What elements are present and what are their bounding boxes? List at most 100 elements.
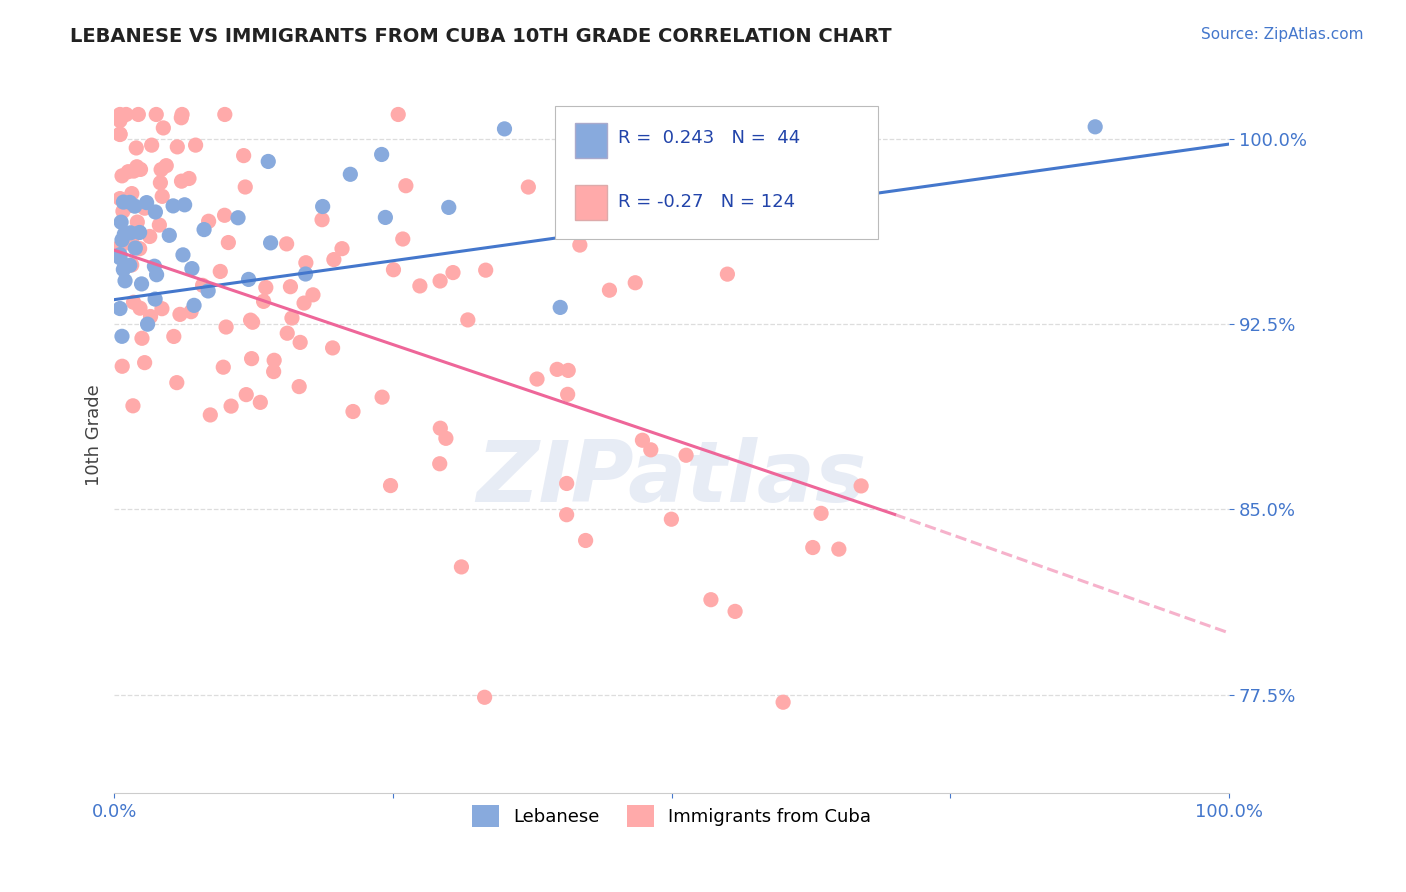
Point [548,301,571,315]
Point [150,189,173,203]
Point [212,360,235,375]
Point [1084,120,1107,134]
Point [546,362,568,376]
Point [217,235,239,250]
Point [387,107,409,121]
Point [127,215,149,229]
Point [624,276,647,290]
Point [395,178,418,193]
Point [108,192,131,206]
Point [108,301,131,316]
Point [232,148,254,162]
Point [772,695,794,709]
Point [391,232,413,246]
Point [170,111,193,125]
Point [724,604,747,618]
Legend: Lebanese, Immigrants from Cuba: Lebanese, Immigrants from Cuba [465,798,879,834]
Point [575,533,598,548]
Point [339,167,361,181]
Point [474,690,496,705]
Point [568,238,591,252]
Point [249,395,271,409]
Point [108,247,131,261]
Point [434,431,457,445]
Point [163,329,186,343]
Point [281,311,304,326]
Point [242,315,264,329]
Point [197,284,219,298]
Point [215,320,238,334]
Point [124,241,146,255]
Point [111,329,134,343]
Point [322,252,344,267]
Point [526,372,548,386]
Point [311,200,333,214]
Point [200,408,222,422]
Point [118,258,141,272]
Point [197,214,219,228]
Point [209,264,232,278]
Point [184,138,207,153]
Point [371,390,394,404]
Point [557,363,579,377]
Point [429,457,451,471]
Point [131,277,153,291]
Point [170,107,193,121]
Point [122,295,145,310]
Point [141,138,163,153]
Point [180,304,202,318]
Point [121,258,143,272]
Point [157,228,180,243]
Point [631,434,654,448]
Point [276,326,298,341]
Point [170,174,193,188]
Point [219,399,242,413]
Point [849,479,872,493]
Point [111,233,134,247]
Point [172,248,194,262]
Point [380,478,402,492]
Point [128,242,150,256]
Point [139,310,162,324]
Point [114,259,136,273]
Point [166,140,188,154]
Point [716,267,738,281]
Point [134,356,156,370]
Point [409,279,432,293]
Point [801,541,824,555]
Point [117,164,139,178]
Point [382,262,405,277]
Point [239,313,262,327]
Point [145,107,167,121]
Point [700,592,723,607]
Point [120,226,142,240]
Point [254,280,277,294]
Point [214,107,236,121]
Point [226,211,249,225]
Point [108,240,131,254]
Text: R = -0.27   N = 124: R = -0.27 N = 124 [619,194,796,211]
Point [112,195,135,210]
Point [429,421,451,435]
Point [129,301,152,315]
Point [191,278,214,293]
Point [292,296,315,310]
Point [121,237,143,252]
Point [330,242,353,256]
Point [108,113,131,128]
Point [129,162,152,177]
Point [517,180,540,194]
Point [166,376,188,390]
Point [169,307,191,321]
Point [640,442,662,457]
FancyBboxPatch shape [575,185,607,220]
Point [150,162,173,177]
Point [108,251,131,265]
Point [263,353,285,368]
Text: R =  0.243   N =  44: R = 0.243 N = 44 [619,129,800,147]
Point [288,379,311,393]
Point [280,279,302,293]
Point [675,448,697,462]
Point [150,301,173,316]
Point [108,128,131,142]
